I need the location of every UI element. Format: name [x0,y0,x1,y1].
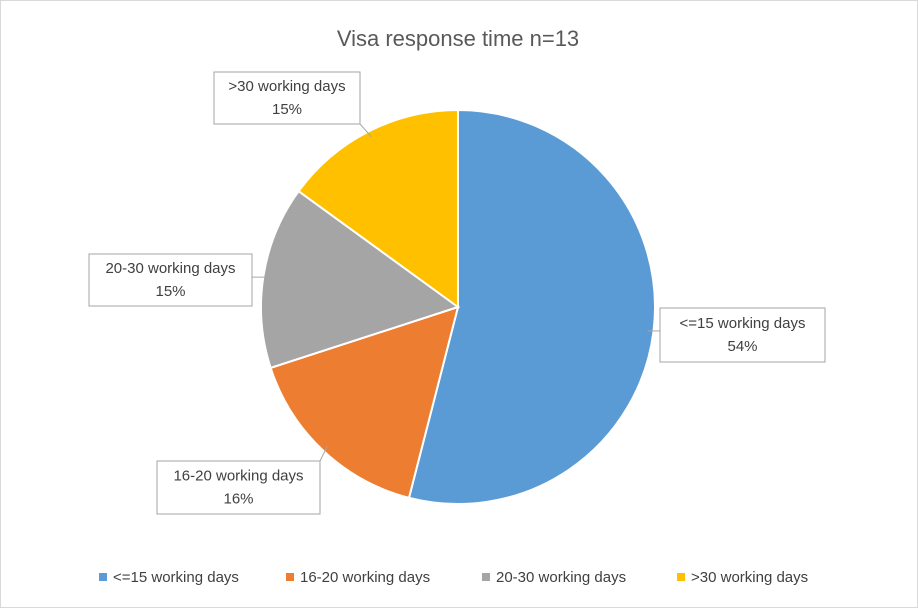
legend-label: >30 working days [691,569,808,586]
legend-label: 16-20 working days [300,569,430,586]
pie-slice [269,305,460,500]
data-label-value: 16% [223,490,253,507]
pie-slice [297,108,459,309]
legend-label: 20-30 working days [496,569,626,586]
callout-pointer [359,123,372,138]
data-label-value: 54% [727,338,757,355]
callout-box [88,253,253,307]
callout-box [213,71,361,125]
data-label-category: 20-30 working days [105,260,235,277]
pie-slice [260,189,461,370]
data-label-category: >30 working days [228,78,345,95]
legend-label: <=15 working days [113,569,239,586]
legend-swatch [677,573,685,581]
callout-box [659,307,826,363]
data-label-category: 16-20 working days [173,467,303,484]
legend-swatch [99,573,107,581]
chart-title: Visa response time n=13 [337,26,579,51]
data-label-category: <=15 working days [680,315,806,332]
callout-pointer [319,446,328,462]
data-label-value: 15% [272,101,302,118]
legend-swatch [286,573,294,581]
legend-swatch [482,573,490,581]
data-label-value: 15% [155,283,185,300]
callout-box [156,460,321,515]
pie-slice [407,108,656,505]
